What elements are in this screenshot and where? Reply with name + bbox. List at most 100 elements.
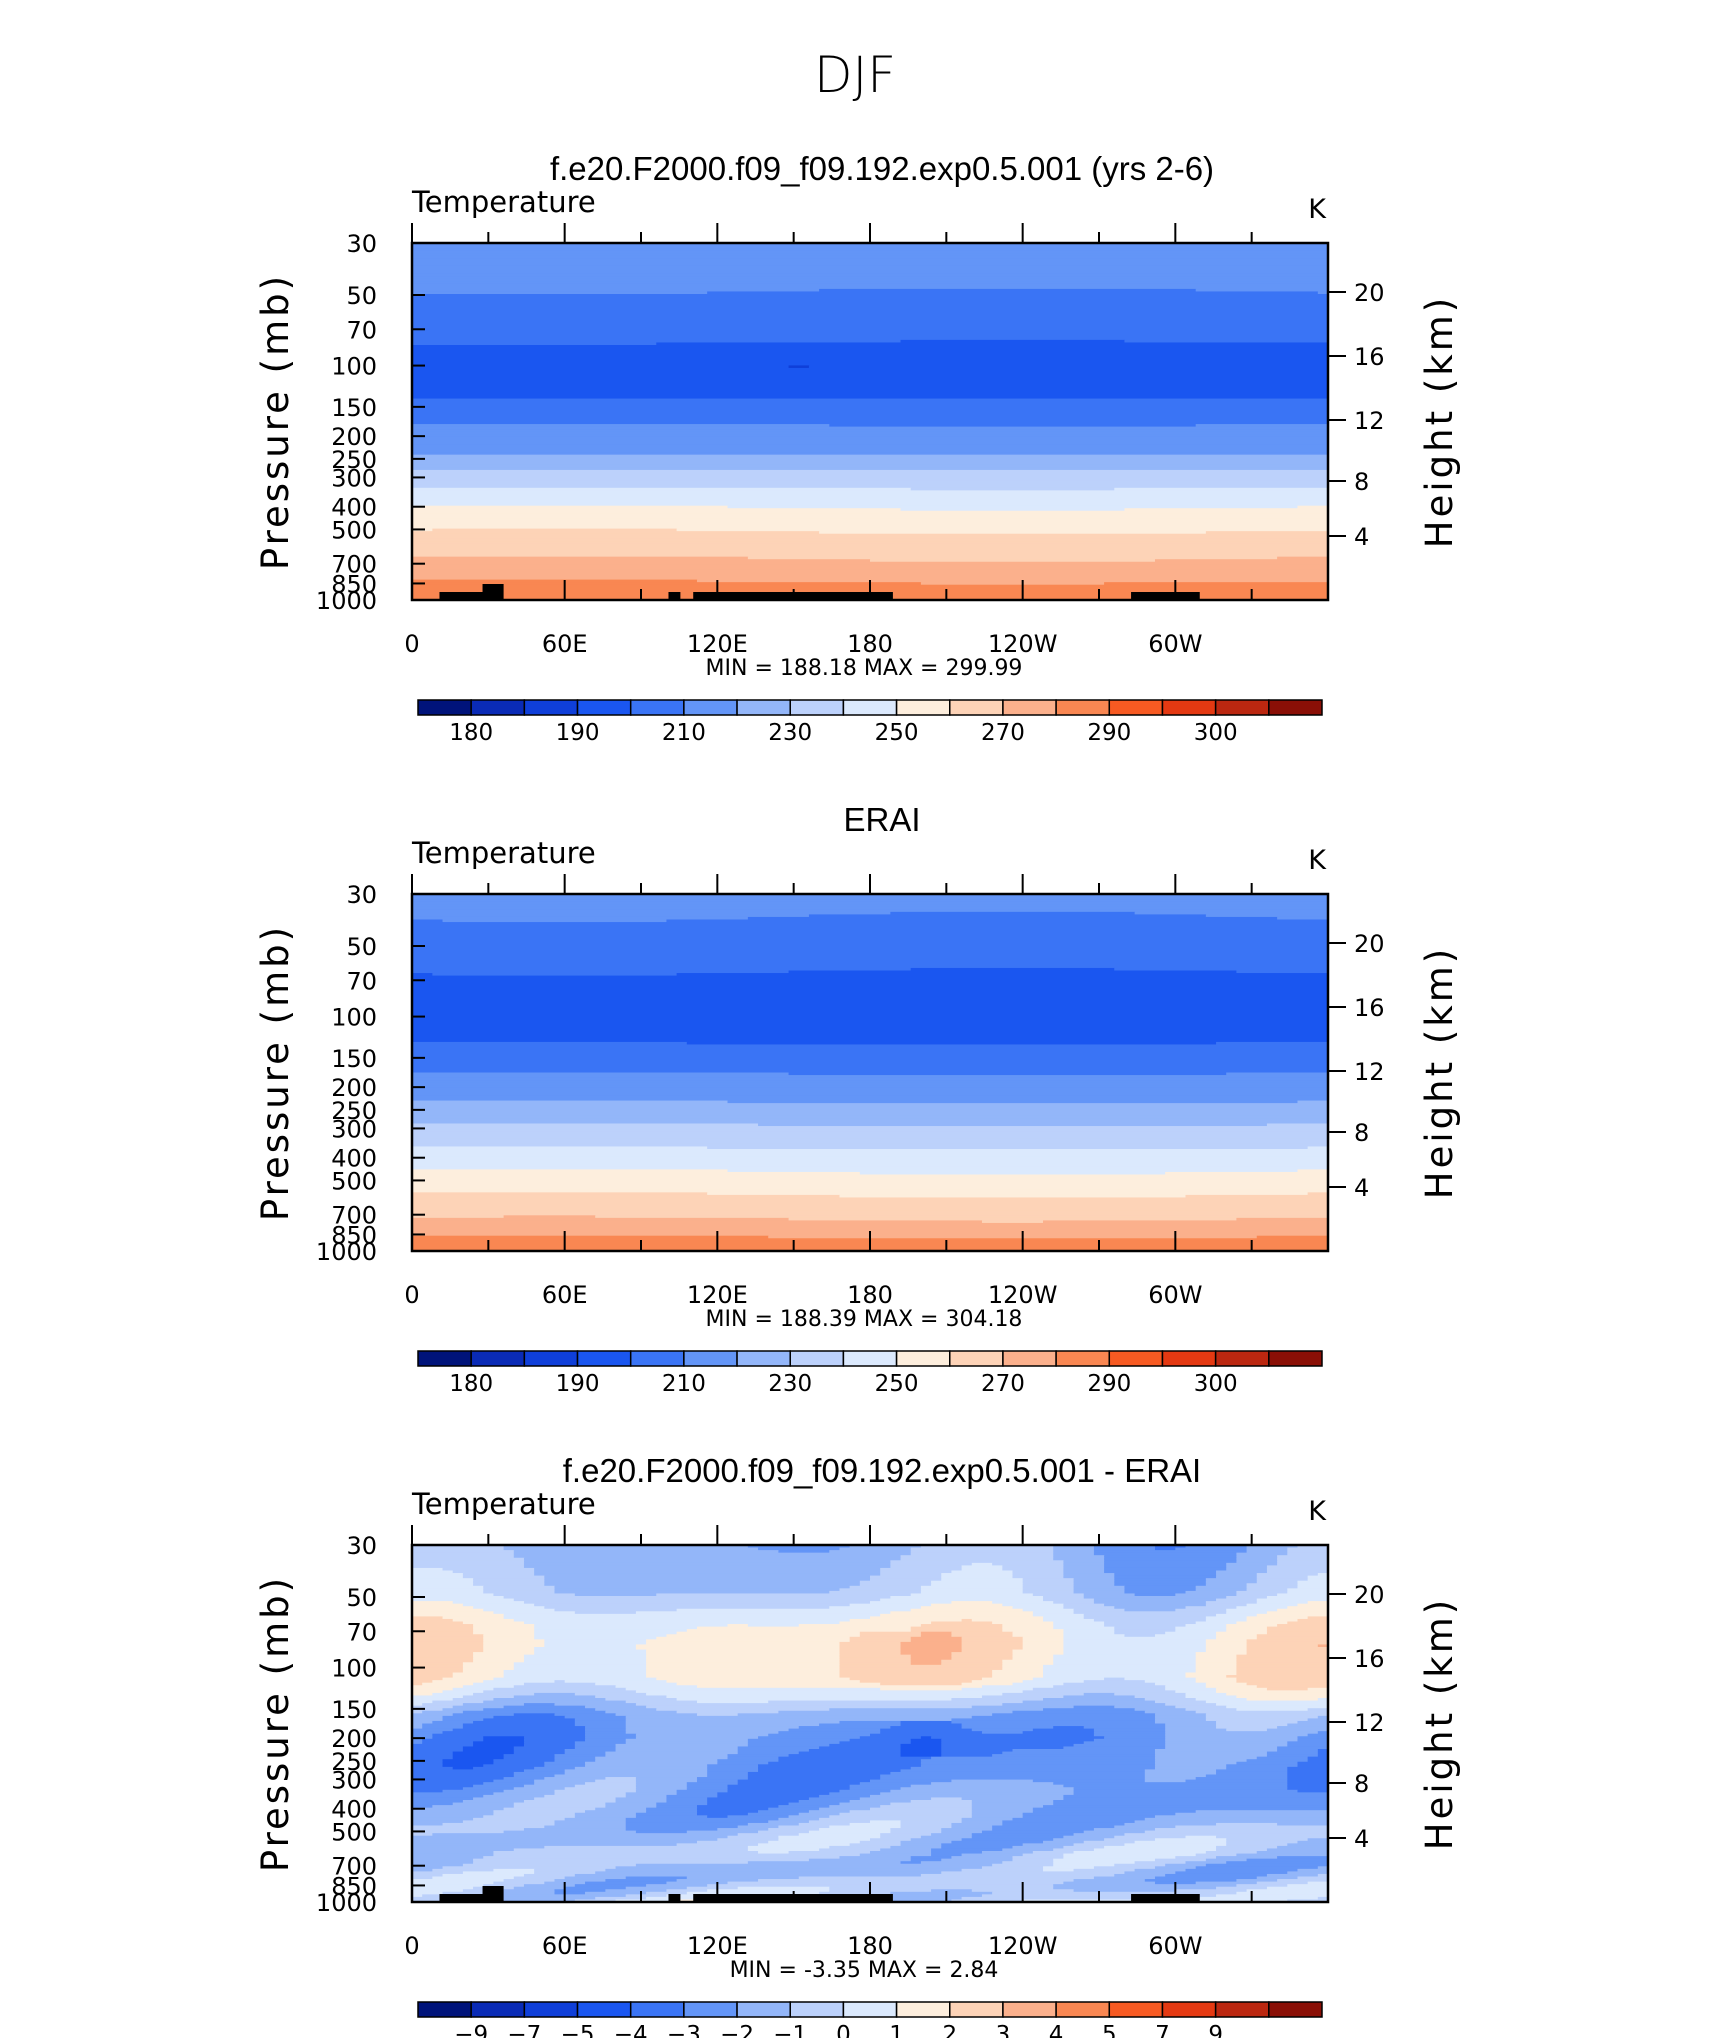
contour-cell xyxy=(412,1690,444,1694)
contour-cell xyxy=(534,1692,576,1697)
contour-cell xyxy=(412,1886,474,1890)
contour-cell xyxy=(1226,1675,1328,1679)
contour-cell xyxy=(412,380,1328,384)
contour-cell xyxy=(462,1662,515,1666)
contour-cell xyxy=(585,1726,627,1730)
contour-cell xyxy=(1297,1876,1328,1880)
contour-cell xyxy=(1216,1613,1258,1617)
contour-cell xyxy=(931,1621,993,1625)
contour-cell xyxy=(615,1797,668,1801)
contour-cell xyxy=(1053,1601,1095,1605)
contour-cell xyxy=(1032,1593,1085,1597)
contour-cell xyxy=(412,1845,545,1850)
contour-cell xyxy=(686,1830,759,1834)
contour-cell xyxy=(483,1680,556,1684)
contour-cell xyxy=(941,1738,1095,1742)
contour-cell xyxy=(1205,1713,1328,1717)
contour-cell xyxy=(412,245,1328,249)
max-value: 304.18 xyxy=(945,1307,1022,1332)
contour-cell xyxy=(412,1601,454,1605)
contour-cell xyxy=(432,1736,484,1740)
contour-cell xyxy=(1236,1667,1328,1671)
contour-cell xyxy=(981,1851,1034,1855)
contour-cell xyxy=(951,1779,1034,1783)
contour-cell xyxy=(1297,1840,1328,1844)
contour-cell xyxy=(747,1774,881,1778)
contour-cell xyxy=(585,1733,637,1737)
contour-cell xyxy=(473,1894,627,1898)
contour-cell xyxy=(483,1782,535,1786)
contour-cell xyxy=(1124,1871,1176,1875)
contour-cell xyxy=(1154,1718,1207,1722)
contour-cell xyxy=(819,1848,881,1852)
contour-cell xyxy=(890,1562,973,1566)
contour-cell xyxy=(503,1807,596,1811)
contour-cell xyxy=(412,332,1328,336)
contour-cell xyxy=(1205,1644,1248,1648)
contour-cell xyxy=(412,1858,474,1862)
contour-cell xyxy=(412,1715,444,1719)
contour-cell xyxy=(462,1800,525,1804)
contour-cell xyxy=(676,1682,881,1686)
contour-cell xyxy=(412,299,1328,303)
contour-cell xyxy=(513,1662,647,1666)
contour-cell xyxy=(412,1585,484,1589)
contour-cell xyxy=(412,1652,474,1656)
contour-cell xyxy=(412,1685,464,1689)
contour-cell xyxy=(778,1731,881,1735)
contour-cell xyxy=(727,1624,749,1628)
contour-cell xyxy=(412,1138,1328,1142)
contour-cell xyxy=(473,1858,810,1862)
contour-cell xyxy=(412,1672,454,1676)
contour-cell xyxy=(910,1608,1024,1612)
contour-cell xyxy=(544,1764,586,1768)
contour-cell xyxy=(554,1774,708,1778)
contour-cell xyxy=(1114,1705,1176,1709)
contour-cell xyxy=(1053,1838,1105,1842)
contour-cell xyxy=(1165,1743,1288,1748)
ytick-right-label: 4 xyxy=(1354,1825,1369,1853)
contour-cell xyxy=(656,1677,851,1681)
contour-cell xyxy=(483,1639,545,1643)
contour-cell xyxy=(971,1562,993,1566)
contour-cell xyxy=(615,1866,983,1870)
contour-cell xyxy=(839,1856,912,1860)
contour-cell xyxy=(829,1889,932,1893)
contour-cell xyxy=(931,1756,1156,1760)
contour-cell xyxy=(493,1593,576,1597)
xtick-label: 0 xyxy=(404,1281,419,1309)
contour-cell xyxy=(442,1891,495,1895)
contour-cell xyxy=(1104,1624,1187,1628)
contour-cell xyxy=(412,1853,495,1857)
ytick-label: 150 xyxy=(331,1045,377,1073)
contour-cell xyxy=(412,1631,474,1635)
min-max-label: MIN = -3.35 MAX = 2.84 xyxy=(730,1958,999,1983)
ytick-label: 500 xyxy=(331,516,377,544)
contour-cell xyxy=(951,1631,1014,1635)
contour-cell xyxy=(483,1764,545,1768)
contour-cell xyxy=(412,452,1328,456)
contour-cell xyxy=(1297,1100,1328,1104)
ytick-right-label: 4 xyxy=(1354,523,1369,551)
contour-cell xyxy=(1236,1891,1328,1895)
contour-cell xyxy=(910,1626,1003,1630)
contour-cell xyxy=(473,1784,525,1788)
contour-cell xyxy=(1002,1703,1166,1707)
contour-cell xyxy=(1012,1652,1064,1656)
contour-cell xyxy=(412,490,1328,494)
contour-cell xyxy=(870,1838,912,1842)
contour-cell xyxy=(849,1738,912,1742)
colorbar-swatch xyxy=(842,1350,898,1367)
contour-cell xyxy=(462,1726,586,1730)
contour-cell xyxy=(412,316,1328,321)
contour-cell xyxy=(412,365,790,369)
contour-cell xyxy=(951,1899,1024,1902)
contour-cell xyxy=(798,1800,851,1804)
contour-cell xyxy=(412,1700,433,1704)
contour-cell xyxy=(1063,1649,1207,1653)
contour-cell xyxy=(635,1647,841,1651)
contour-cell xyxy=(1195,1899,1288,1902)
contour-cell xyxy=(1195,1896,1319,1901)
contour-cell xyxy=(1154,1866,1197,1870)
